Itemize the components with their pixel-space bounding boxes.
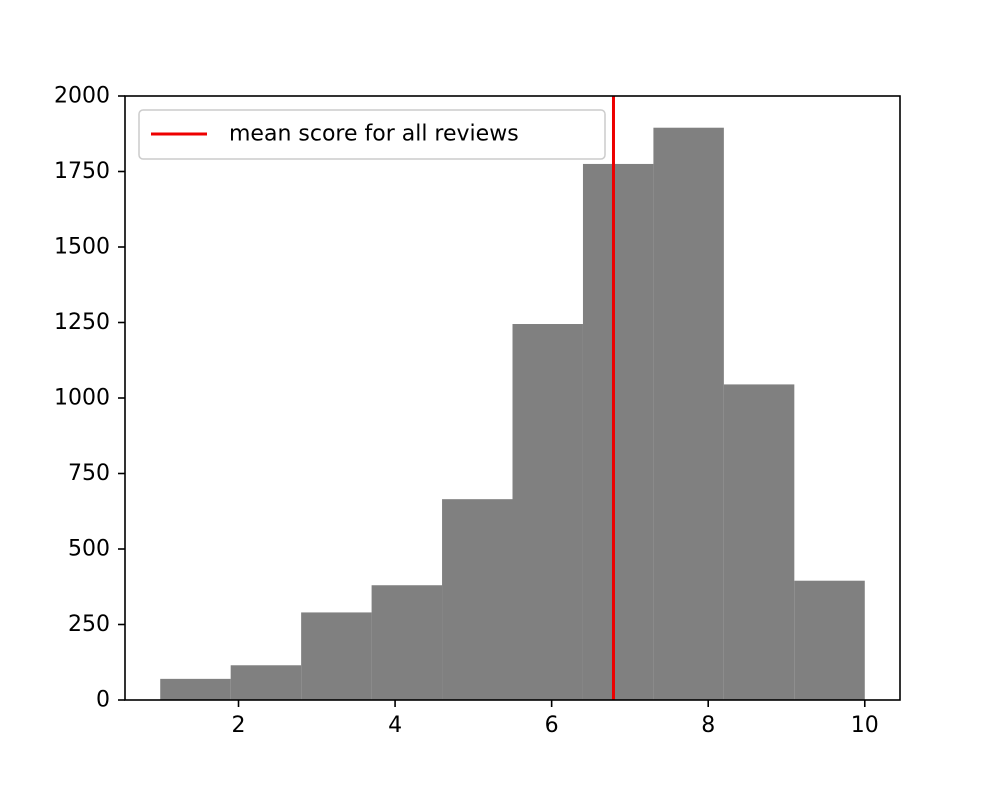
histogram-bar-6 bbox=[512, 324, 583, 700]
y-tick-label-0: 0 bbox=[96, 688, 110, 713]
bars-layer bbox=[160, 127, 865, 700]
y-tick-label-1750: 1750 bbox=[54, 159, 110, 184]
histogram-bar-9 bbox=[723, 384, 795, 700]
histogram-bar-4 bbox=[371, 585, 443, 700]
y-tick-label-2000: 2000 bbox=[54, 84, 110, 109]
legend: mean score for all reviews bbox=[138, 109, 606, 160]
y-tick-label-1500: 1500 bbox=[54, 235, 110, 260]
histogram-bar-10 bbox=[794, 580, 865, 700]
y-tick-label-1000: 1000 bbox=[54, 386, 110, 411]
x-tick-label-8: 8 bbox=[701, 713, 715, 738]
y-tick-label-500: 500 bbox=[68, 537, 110, 562]
y-tick-label-250: 250 bbox=[68, 612, 110, 637]
x-tick-label-2: 2 bbox=[232, 713, 246, 738]
x-tick-label-6: 6 bbox=[545, 713, 559, 738]
y-tick-label-750: 750 bbox=[68, 461, 110, 486]
y-tick-label-1250: 1250 bbox=[54, 310, 110, 335]
x-axis-ticks: 2 4 6 8 10 bbox=[232, 700, 879, 738]
histogram-bar-1 bbox=[160, 678, 231, 700]
legend-box bbox=[138, 109, 606, 160]
x-tick-label-10: 10 bbox=[851, 713, 879, 738]
histogram-bar-5 bbox=[442, 499, 513, 700]
histogram-bar-3 bbox=[301, 612, 372, 700]
y-axis-ticks: 0 250 500 750 1000 1250 1500 1750 2000 bbox=[54, 84, 125, 713]
legend-label: mean score for all reviews bbox=[229, 122, 519, 147]
histogram-bar-7 bbox=[582, 163, 654, 700]
histogram-bar-2 bbox=[230, 665, 302, 700]
x-tick-label-4: 4 bbox=[388, 713, 402, 738]
histogram-bar-8 bbox=[653, 127, 724, 700]
